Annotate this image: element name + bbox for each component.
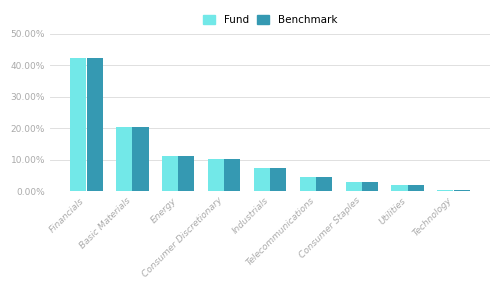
Bar: [162, 157, 178, 191]
Bar: [346, 182, 362, 191]
Bar: [208, 159, 224, 191]
Bar: [224, 159, 240, 191]
Bar: [362, 182, 378, 191]
Bar: [392, 185, 407, 191]
Bar: [438, 190, 454, 191]
Bar: [70, 58, 86, 191]
Bar: [254, 168, 270, 191]
Bar: [270, 168, 286, 191]
Bar: [178, 157, 194, 191]
Bar: [86, 58, 102, 191]
Bar: [316, 177, 332, 191]
Bar: [300, 177, 316, 191]
Bar: [116, 126, 132, 191]
Bar: [454, 190, 470, 191]
Bar: [408, 185, 424, 191]
Bar: [132, 126, 148, 191]
Legend: Fund, Benchmark: Fund, Benchmark: [202, 15, 338, 25]
